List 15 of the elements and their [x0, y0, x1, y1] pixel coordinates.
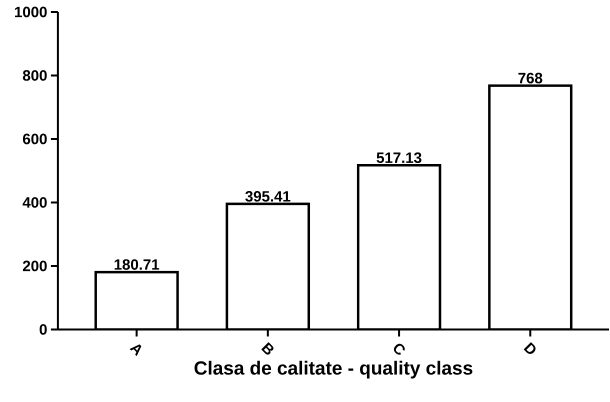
data-label: 768	[518, 72, 542, 84]
y-tick-label: 1000	[15, 6, 47, 18]
x-tick-label: B	[261, 342, 274, 354]
x-axis-title: Clasa de calitate - quality class	[194, 360, 472, 378]
data-label: 395.41	[245, 190, 290, 202]
data-label: 180.71	[114, 259, 160, 270]
y-tick-label: 600	[22, 134, 47, 144]
x-tick-label: D	[524, 342, 536, 354]
y-tick-label: 800	[22, 70, 47, 81]
y-tick-label: 400	[22, 197, 47, 208]
x-tick-label: C	[394, 344, 405, 354]
data-label: 517.13	[376, 152, 422, 163]
x-tick-label: A	[130, 344, 142, 356]
y-tick-label: 0	[40, 324, 47, 335]
y-tick-label: 200	[22, 260, 47, 272]
